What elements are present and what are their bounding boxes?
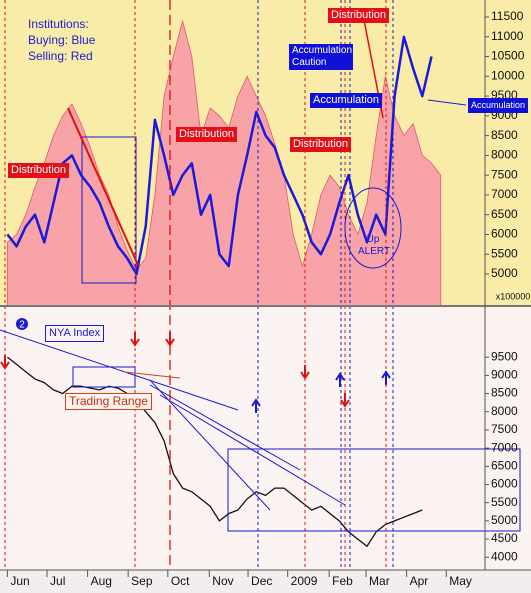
y-tick-label: 10500 (491, 49, 525, 63)
y-tick-label: 9500 (491, 349, 518, 363)
note-line: Selling: Red (28, 49, 93, 63)
y-tick-label: 8500 (491, 386, 518, 400)
annotation: NYA Index (45, 325, 105, 342)
x-tick-label: Dec (251, 574, 272, 588)
range-box (227, 448, 521, 532)
y-tick-label: 6500 (491, 207, 518, 221)
note-line: Institutions: (28, 17, 89, 31)
note: Institutions: Buying: Blue Selling: Red (25, 15, 98, 65)
x-tick-label: Jun (10, 574, 29, 588)
annotation: Distribution (176, 127, 238, 142)
pointer (427, 99, 467, 106)
annotation: Trading Range (65, 393, 152, 410)
annotation: Distribution (328, 8, 390, 23)
y-tick-label: 4000 (491, 549, 518, 563)
y-tick-label: 11000 (491, 29, 524, 43)
y-tick-label: 8500 (491, 128, 518, 142)
badge (16, 318, 28, 330)
y-tick-label: 8000 (491, 148, 518, 162)
annotation: Distribution (8, 163, 70, 178)
y-tick-label: 4500 (491, 531, 518, 545)
y-tick-label: 11500 (491, 9, 524, 23)
marks (6, 19, 442, 547)
note-line: Buying: Blue (28, 33, 96, 47)
x-tick-label: Oct (171, 574, 190, 588)
y-tick-label: 5500 (491, 246, 518, 260)
x-tick-label: Aug (91, 574, 112, 588)
y-tick-label: 5500 (491, 495, 518, 509)
annotation: Accumulation Caution (289, 44, 353, 70)
y-tick-label: 7000 (491, 187, 518, 201)
axis-note: x100000 (496, 291, 531, 301)
x-tick-label: Feb (332, 574, 353, 588)
y-tick-label: 7500 (491, 422, 518, 436)
badge-label: 2 (19, 320, 25, 331)
trend (67, 107, 139, 266)
annotation: Accumulation (468, 98, 529, 113)
x-tick-label: Jul (50, 574, 65, 588)
blue-markers (257, 0, 394, 570)
index-line (6, 356, 423, 547)
y-tick-label: 5000 (491, 266, 518, 280)
x-tick-label: May (449, 574, 472, 588)
annotation: Distribution (290, 137, 352, 152)
arrows (0, 332, 391, 413)
y-tick-label: 6500 (491, 458, 518, 472)
annotation: Accumulation (310, 93, 383, 108)
trend-lines (0, 329, 346, 511)
overlays (0, 0, 521, 570)
trend (124, 371, 181, 379)
x-tick-label: Nov (212, 574, 233, 588)
x-tick-label: 2009 (291, 574, 318, 588)
y-tick-label: 7500 (491, 167, 518, 181)
bottom-panel (0, 308, 531, 570)
x-tick-label: Mar (369, 574, 390, 588)
y-tick-label: 9000 (491, 367, 518, 381)
y-tick-label: 6000 (491, 477, 518, 491)
box (81, 136, 137, 284)
ellipse (344, 187, 402, 269)
buying-line (6, 35, 433, 276)
red-markers (4, 0, 387, 570)
x-tick-label: Apr (410, 574, 429, 588)
y-tick-label: 6000 (491, 227, 518, 241)
y-tick-label: 7000 (491, 440, 518, 454)
range-box (72, 366, 136, 388)
annotation: Up ALERT (358, 234, 391, 257)
x-tick-label: Sep (131, 574, 153, 588)
y-tick-label: 5000 (491, 513, 518, 527)
y-tick-label: 10000 (491, 68, 525, 82)
y-tick-label: 8000 (491, 404, 518, 418)
